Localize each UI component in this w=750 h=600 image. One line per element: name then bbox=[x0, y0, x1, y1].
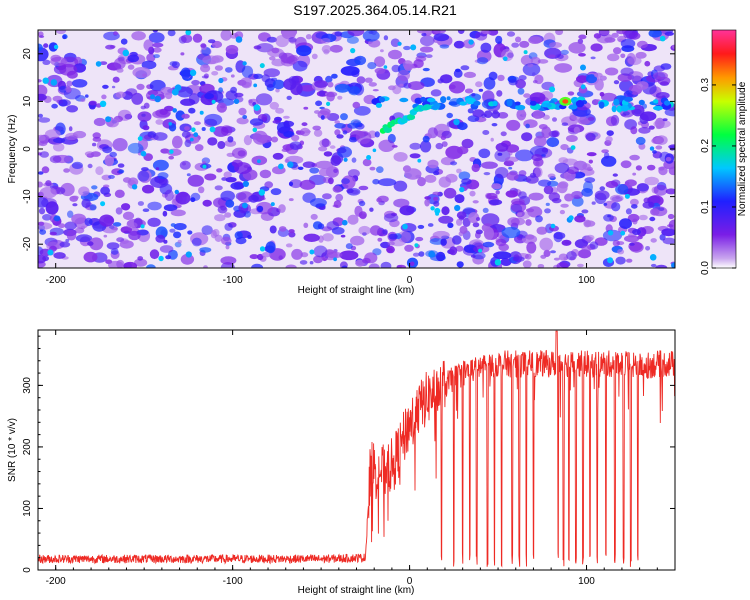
snr-x-tick-label: -200 bbox=[46, 576, 66, 587]
spectrogram-x-tick-label: -200 bbox=[46, 275, 66, 286]
colorbar-tick-label: 0.3 bbox=[700, 78, 711, 92]
colorbar-axis: 0.0 0.1 0.2 0.3 bbox=[700, 78, 736, 275]
snr-y-tick-label: 200 bbox=[22, 438, 33, 455]
spectrogram-x-axis-label: Height of straight line (km) bbox=[298, 285, 415, 296]
snr-y-tick-label: 100 bbox=[22, 500, 33, 517]
spectrogram-speckle bbox=[38, 30, 675, 268]
colorbar-tick-label: 0.2 bbox=[700, 139, 711, 153]
snr-series-line bbox=[38, 330, 675, 568]
colorbar bbox=[711, 29, 737, 269]
spectrogram-ridge bbox=[379, 104, 432, 134]
spectrogram-x-tick-label: 0 bbox=[407, 275, 413, 286]
spectrogram-y-tick-label: 20 bbox=[22, 48, 33, 60]
spectrogram-x-tick-label: -100 bbox=[223, 275, 243, 286]
spectrogram-y-tick-label: -10 bbox=[22, 189, 33, 204]
snr-y-axis-label: SNR (10 * v/v) bbox=[7, 418, 18, 482]
snr-axes: -200 -100 0 100 0 100 200 300 bbox=[22, 330, 676, 587]
spectrogram-y-tick-label: -20 bbox=[22, 237, 33, 252]
snr-plot bbox=[38, 330, 675, 568]
page-title: S197.2025.364.05.14.R21 bbox=[293, 2, 457, 18]
colorbar-tick-label: 0.1 bbox=[700, 200, 711, 214]
snr-x-tick-label: 100 bbox=[578, 576, 595, 587]
snr-x-tick-label: 0 bbox=[407, 576, 413, 587]
snr-y-tick-label: 0 bbox=[22, 567, 33, 573]
spectrogram-y-axis-label: Frequency (Hz) bbox=[7, 115, 18, 184]
snr-x-tick-label: -100 bbox=[223, 576, 243, 587]
spectrogram-y-tick-label: 10 bbox=[22, 95, 33, 107]
colorbar-tick-label: 0.0 bbox=[700, 261, 711, 275]
snr-y-tick-label: 300 bbox=[22, 377, 33, 394]
snr-x-axis-label: Height of straight line (km) bbox=[298, 585, 415, 596]
spectrogram-x-tick-label: 100 bbox=[578, 275, 595, 286]
spectrogram-plot bbox=[38, 30, 675, 268]
spectrogram-y-tick-label: 0 bbox=[22, 146, 33, 152]
colorbar-label: Normalized spectral amplitude bbox=[737, 81, 748, 216]
spectrogram-peak bbox=[562, 99, 569, 104]
